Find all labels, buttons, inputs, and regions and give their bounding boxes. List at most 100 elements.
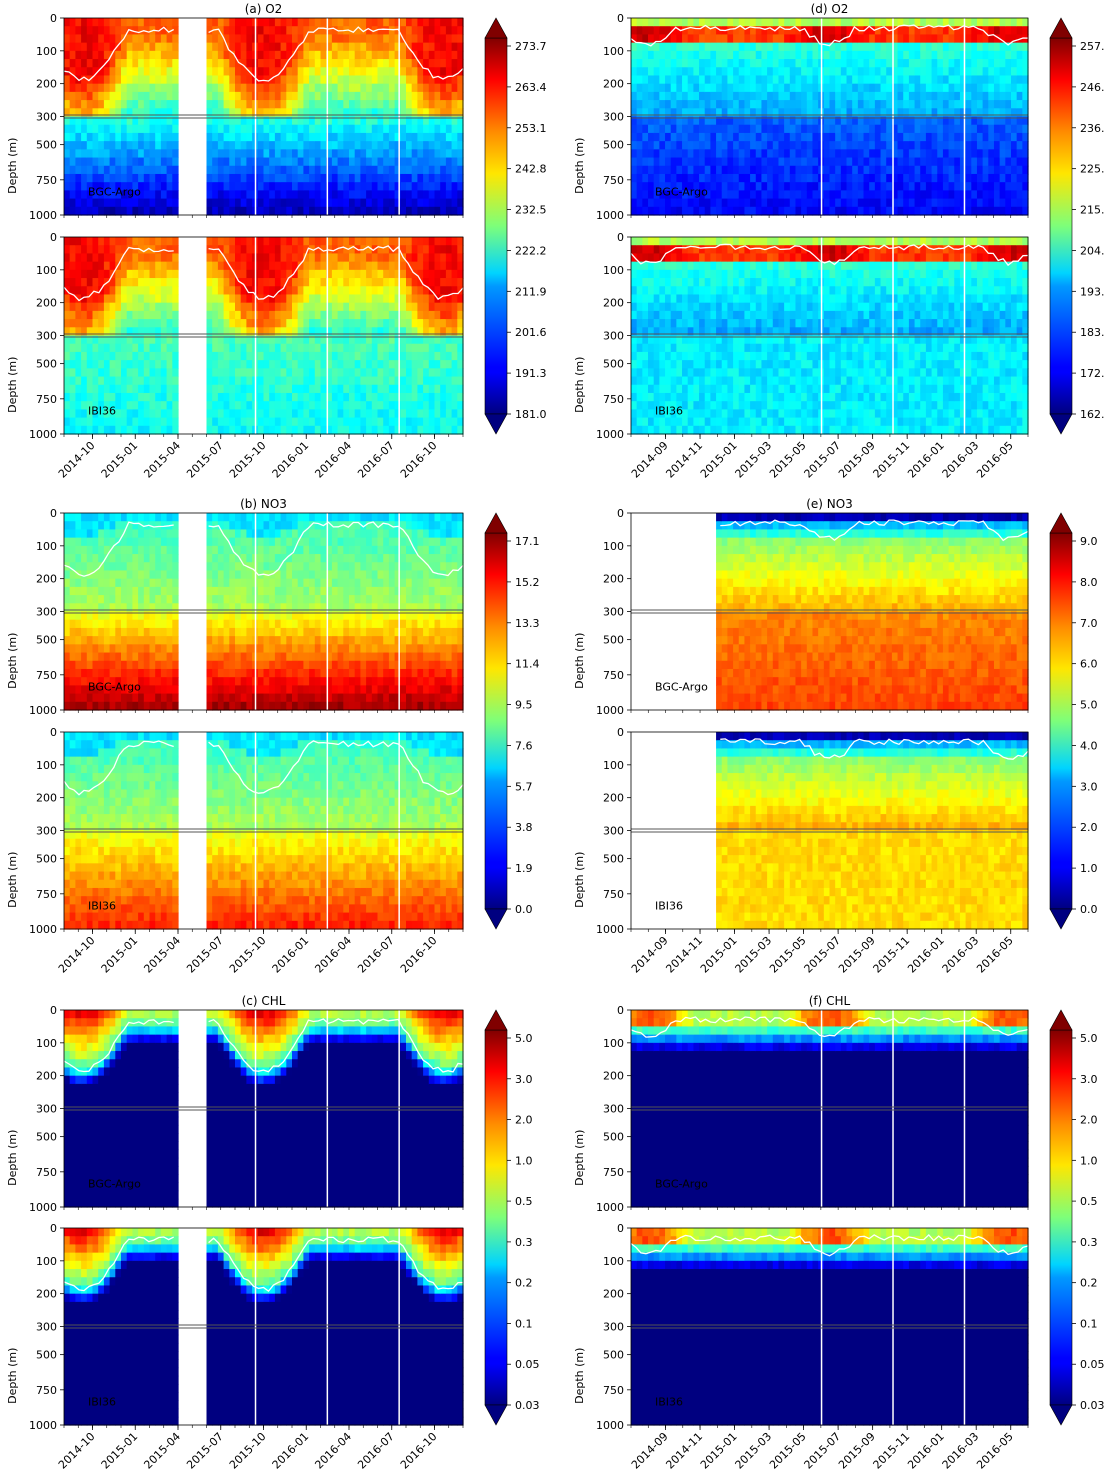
heatmap-cell [406, 286, 412, 295]
heatmap-cell [423, 570, 429, 579]
heatmap-cell [366, 59, 372, 68]
heatmap-cell [70, 620, 76, 629]
heatmap-cell [281, 669, 287, 678]
heatmap-cell [321, 702, 327, 711]
heatmap-cell [218, 653, 224, 662]
heatmap-cell [372, 702, 378, 711]
heatmap-cell [235, 393, 241, 402]
heatmap-cell [150, 702, 156, 711]
heatmap-cell [115, 18, 121, 27]
heatmap-cell [64, 773, 70, 782]
heatmap-cell [440, 669, 446, 678]
heatmap-cell [412, 286, 418, 295]
heatmap-cell [321, 327, 327, 336]
heatmap-cell [372, 360, 378, 369]
heatmap-cell [372, 570, 378, 579]
heatmap-cell [286, 327, 292, 336]
heatmap-cell [81, 636, 87, 645]
heatmap-cell [281, 34, 287, 43]
heatmap-cell [104, 294, 110, 303]
heatmap-cell [258, 702, 264, 711]
heatmap-cell [406, 149, 412, 158]
heatmap-cell [355, 303, 361, 312]
heatmap-cell [309, 385, 315, 394]
heatmap-cell [281, 18, 287, 27]
heatmap-cell [81, 806, 87, 815]
heatmap-cell [360, 125, 366, 134]
heatmap-cell [372, 595, 378, 604]
heatmap-cell [440, 75, 446, 84]
heatmap-cell [155, 75, 161, 84]
heatmap-cell [132, 18, 138, 27]
heatmap-cell [110, 636, 116, 645]
heatmap-cell [93, 26, 99, 35]
heatmap-cell [406, 393, 412, 402]
heatmap-cell [389, 426, 395, 435]
heatmap-cell [435, 521, 441, 530]
heatmap-cell [303, 26, 309, 35]
heatmap-cell [150, 538, 156, 547]
heatmap-cell [258, 554, 264, 563]
heatmap-cell [343, 262, 349, 271]
heatmap-cell [115, 579, 121, 588]
heatmap-cell [110, 587, 116, 596]
heatmap-cell [104, 207, 110, 216]
heatmap-cell [378, 385, 384, 394]
heatmap-cell [167, 286, 173, 295]
heatmap-cell [417, 166, 423, 175]
heatmap-cell [98, 521, 104, 530]
heatmap-cell [321, 125, 327, 134]
heatmap-cell [315, 587, 321, 596]
heatmap-cell [315, 368, 321, 377]
heatmap-cell [121, 319, 127, 328]
heatmap-cell [343, 270, 349, 279]
heatmap-cell [366, 149, 372, 158]
heatmap-cell [172, 59, 178, 68]
heatmap-cell [435, 166, 441, 175]
heatmap-cell [286, 418, 292, 427]
heatmap-cell [452, 546, 458, 555]
heatmap-cell [155, 253, 161, 262]
heatmap-cell [349, 685, 355, 694]
heatmap-cell [343, 677, 349, 686]
heatmap-cell [224, 628, 230, 637]
heatmap-cell [264, 529, 270, 538]
heatmap-cell [281, 587, 287, 596]
heatmap-cell [389, 100, 395, 109]
heatmap-cell [81, 26, 87, 35]
heatmap-cell [360, 190, 366, 199]
heatmap-cell [406, 401, 412, 410]
heatmap-cell [172, 75, 178, 84]
heatmap-cell [127, 100, 133, 109]
heatmap-cell [167, 570, 173, 579]
heatmap-cell [161, 344, 167, 353]
heatmap-cell [315, 141, 321, 150]
heatmap-cell [395, 636, 401, 645]
heatmap-cell [355, 409, 361, 418]
heatmap-cell [366, 562, 372, 571]
heatmap-cell [389, 125, 395, 134]
heatmap-cell [132, 303, 138, 312]
heatmap-cell [115, 245, 121, 254]
heatmap-cell [218, 149, 224, 158]
heatmap-cell [429, 294, 435, 303]
heatmap-cell [303, 43, 309, 52]
heatmap-cell [246, 352, 252, 361]
heatmap-cell [150, 182, 156, 191]
heatmap-cell [150, 262, 156, 271]
heatmap-cell [64, 199, 70, 208]
heatmap-cell [98, 262, 104, 271]
heatmap-cell [423, 653, 429, 662]
heatmap-cell [332, 653, 338, 662]
heatmap-cell [138, 546, 144, 555]
heatmap-cell [264, 377, 270, 386]
heatmap-cell [241, 529, 247, 538]
heatmap-cell [269, 426, 275, 435]
heatmap-cell [338, 92, 344, 101]
heatmap-cell [150, 141, 156, 150]
heatmap-cell [281, 570, 287, 579]
heatmap-cell [412, 418, 418, 427]
heatmap-cell [75, 798, 81, 807]
heatmap-cell [64, 546, 70, 555]
heatmap-cell [212, 360, 218, 369]
